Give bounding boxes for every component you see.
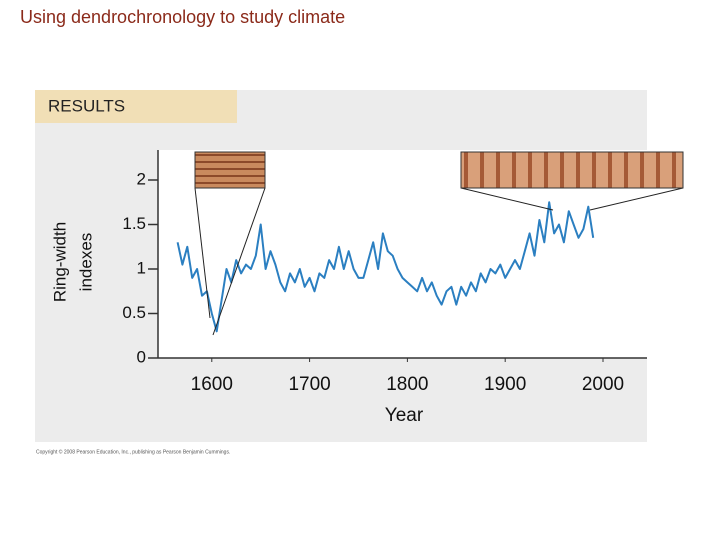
ring-width-line [176, 201, 595, 333]
x-tick-label: 1600 [191, 374, 233, 395]
y-axis-label: indexes [76, 233, 95, 292]
results-label: RESULTS [48, 96, 125, 115]
y-tick-label: 0 [137, 347, 146, 366]
y-tick-label: 1.5 [122, 214, 146, 233]
plot: 0 0.5 1 1.5 2 1600 1700 1800 1900 2000 Year Ring-wi… [50, 150, 647, 426]
x-axis-label: Year [385, 405, 424, 426]
slide-title: Using dendrochronology to study climate [20, 7, 345, 27]
wide-rings-image [460, 151, 684, 189]
y-tick-label: 1 [137, 258, 146, 277]
connector [460, 187, 554, 211]
y-axis-label: Ring-width [50, 222, 69, 302]
tree-ring-images [194, 151, 684, 336]
y-tick-label: 0.5 [122, 303, 146, 322]
x-tick-label: 1900 [484, 374, 526, 395]
x-tick-label: 2000 [582, 374, 624, 395]
copyright: Copyright © 2008 Pearson Education, Inc.… [36, 448, 230, 455]
connector [212, 187, 266, 336]
connector [589, 187, 684, 211]
y-tick-label: 2 [137, 169, 146, 188]
x-tick-label: 1700 [288, 374, 330, 395]
narrow-rings-image [194, 151, 266, 189]
connector [194, 187, 211, 319]
results-box [35, 90, 237, 123]
x-tick-label: 1800 [386, 374, 428, 395]
